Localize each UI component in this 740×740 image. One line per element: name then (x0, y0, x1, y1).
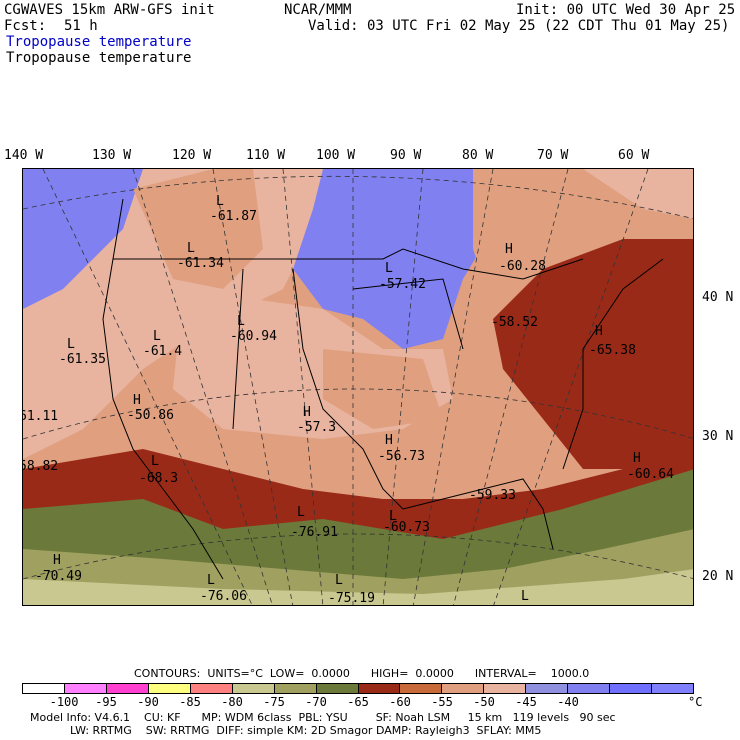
low-center-value: -76.06 (200, 589, 247, 604)
legend-tick-label: -90 (137, 695, 159, 709)
low-center-value: -75.19 (328, 591, 375, 606)
legend-tick-label: -70 (305, 695, 327, 709)
lon-label-80w: 80 W (462, 148, 494, 163)
high-center-marker: H (133, 393, 141, 408)
legend-swatch (568, 684, 611, 693)
low-center-marker: L (389, 509, 397, 524)
legend-swatch (148, 684, 191, 693)
legend-tick-label: -60 (389, 695, 411, 709)
high-center-value: -50.86 (127, 408, 174, 423)
high-center-value: -70.49 (35, 569, 82, 584)
lon-label-90w: 90 W (390, 148, 422, 163)
center-value: -58.52 (491, 315, 538, 330)
low-center-value: -61.87 (210, 209, 257, 224)
model-info-line1: Model Info: V4.6.1 CU: KF MP: WDM 6class… (30, 711, 616, 724)
color-legend (22, 683, 694, 694)
low-center-marker: L (237, 314, 245, 329)
legend-swatch (610, 684, 653, 693)
forecast-hour: 51 h (64, 18, 98, 34)
low-center-marker: L (521, 589, 529, 604)
legend-swatch (274, 684, 317, 693)
high-center-marker: H (385, 433, 393, 448)
field-title-primary: Tropopause temperature (6, 34, 192, 50)
edge-value: 58.82 (22, 459, 59, 474)
legend-swatch (64, 684, 107, 693)
high-center-marker: H (595, 324, 603, 339)
legend-swatch (232, 684, 275, 693)
tropopause-temperature-map: L -61.87 L -61.34 L -60.94 L -61.4 L -61… (22, 168, 694, 606)
low-center-marker: L (187, 241, 195, 256)
lon-label-110w: 110 W (246, 148, 286, 163)
low-center-marker: L (297, 505, 305, 520)
legend-tick-label: -85 (179, 695, 201, 709)
high-center-value: -60.28 (499, 259, 546, 274)
legend-swatch (190, 684, 233, 693)
legend-unit: °C (688, 695, 703, 709)
low-center-value: -68.3 (139, 471, 179, 486)
edge-value: 61.11 (22, 409, 59, 424)
lon-label-120w: 120 W (172, 148, 212, 163)
low-center-marker: L (67, 337, 75, 352)
low-center-value: -61.35 (59, 352, 106, 367)
legend-swatch (526, 684, 569, 693)
init-time: Init: 00 UTC Wed 30 Apr 25 (516, 2, 736, 18)
field-title-secondary: Tropopause temperature (6, 50, 192, 66)
legend-swatch (358, 684, 401, 693)
legend-swatch (106, 684, 149, 693)
model-info-line2: LW: RRTMG SW: RRTMG DIFF: simple KM: 2D … (70, 724, 542, 737)
lon-label-60w: 60 W (618, 148, 650, 163)
valid-time: Valid: 03 UTC Fri 02 May 25 (22 CDT Thu … (308, 18, 730, 34)
legend-tick-label: -45 (515, 695, 537, 709)
low-center-marker: L (385, 261, 393, 276)
low-center-marker: L (335, 573, 343, 588)
legend-swatch (316, 684, 359, 693)
low-center-marker: L (151, 454, 159, 469)
legend-tick-label: -50 (473, 695, 495, 709)
lon-label-100w: 100 W (316, 148, 356, 163)
legend-tick-label: -65 (347, 695, 369, 709)
forecast-label: Fcst: (4, 18, 47, 34)
high-center-marker: H (633, 451, 641, 466)
low-center-value: -60.73 (383, 520, 430, 535)
legend-swatch (484, 684, 527, 693)
lat-label-40n: 40 N (702, 290, 734, 305)
low-center-value: -60.94 (230, 329, 277, 344)
high-center-marker: H (505, 242, 513, 257)
lat-label-30n: 30 N (702, 429, 734, 444)
high-center-marker: H (53, 553, 61, 568)
legend-swatch (23, 684, 65, 693)
low-center-marker: L (153, 329, 161, 344)
low-center-value: -61.34 (177, 256, 224, 271)
low-center-value: -57.42 (379, 277, 426, 292)
high-center-value: -60.64 (627, 467, 674, 482)
low-center-value: -61.4 (143, 344, 183, 359)
high-center-value: -56.73 (378, 449, 425, 464)
low-center-value: -76.91 (291, 525, 338, 540)
lat-label-20n: 20 N (702, 569, 734, 584)
lon-label-130w: 130 W (92, 148, 132, 163)
legend-tick-label: -40 (557, 695, 579, 709)
high-center-marker: H (303, 405, 311, 420)
high-center-value: -57.3 (297, 420, 337, 435)
low-center-marker: L (207, 573, 215, 588)
legend-tick-label: -75 (263, 695, 285, 709)
high-center-value: -65.38 (589, 343, 636, 358)
organization-label: NCAR/MMM (284, 2, 352, 18)
legend-tick-label: -95 (95, 695, 117, 709)
legend-tick-label: -80 (221, 695, 243, 709)
legend-swatch (652, 684, 693, 693)
lon-label-140w: 140 W (4, 148, 44, 163)
legend-swatch (400, 684, 443, 693)
legend-tick-label: -55 (431, 695, 453, 709)
map-shading (23, 169, 693, 605)
lon-label-70w: 70 W (537, 148, 569, 163)
center-value: -59.33 (469, 488, 516, 503)
contour-info: CONTOURS: UNITS=°C LOW= 0.0000 HIGH= 0.0… (134, 667, 590, 680)
low-center-marker: L (216, 194, 224, 209)
legend-swatch (442, 684, 485, 693)
legend-tick-label: -100 (49, 695, 79, 709)
model-title: CGWAVES 15km ARW-GFS init (4, 2, 215, 18)
